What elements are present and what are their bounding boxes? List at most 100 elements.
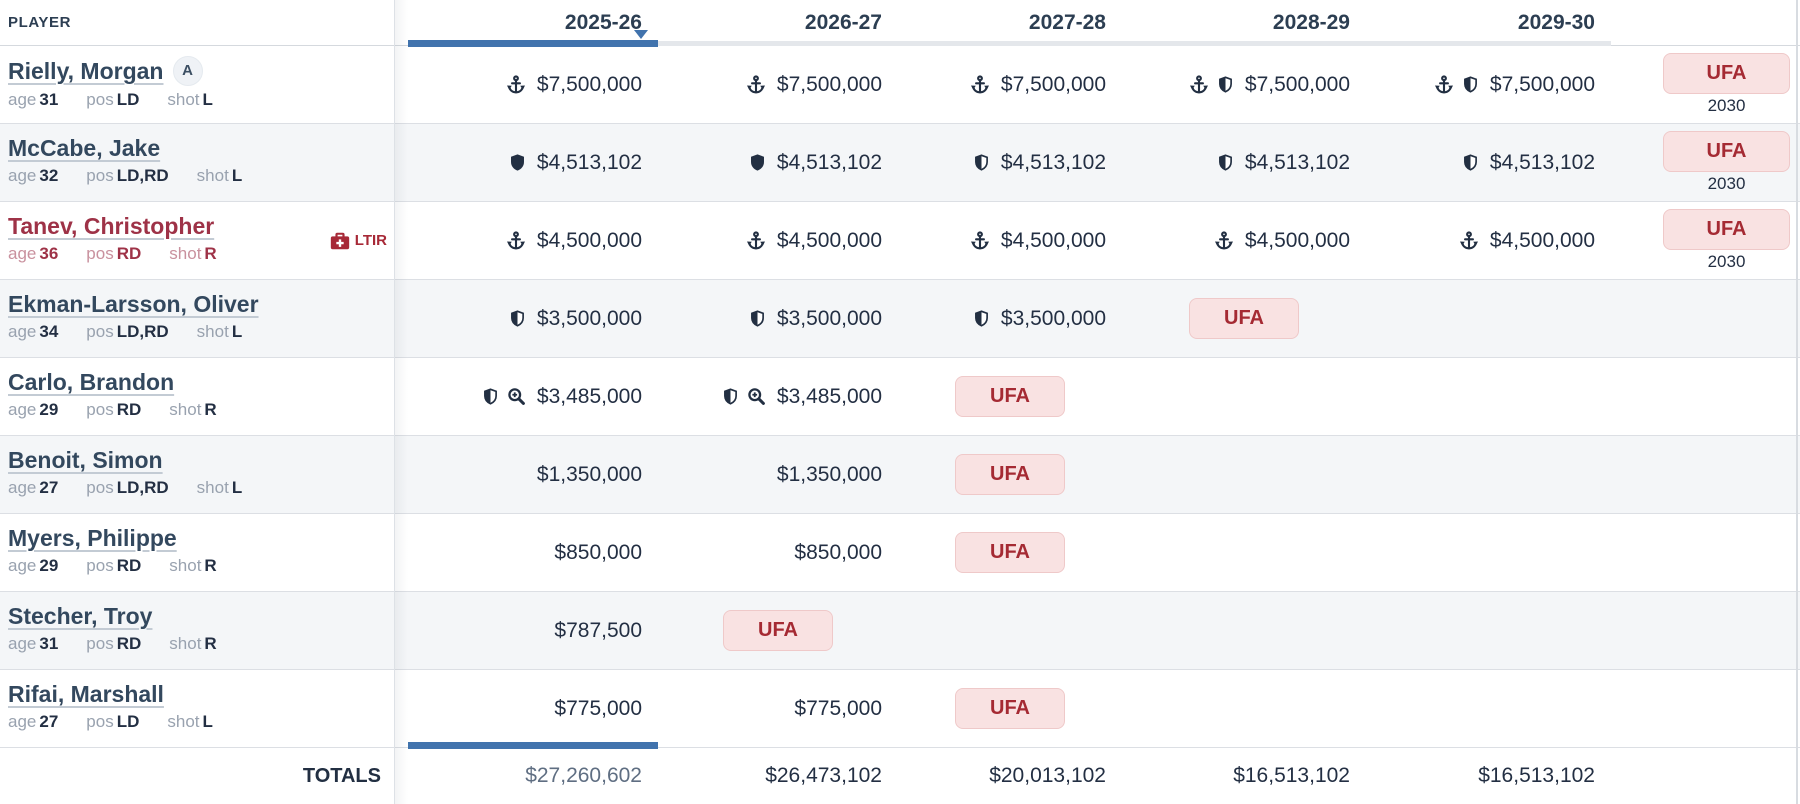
cap-hit-value: $787,500 bbox=[554, 618, 642, 642]
shot-value: L bbox=[231, 478, 243, 497]
player-name-line: Stecher, Troy bbox=[8, 602, 395, 630]
cap-hit-value: $4,500,000 bbox=[1244, 228, 1350, 252]
shield-half-icon bbox=[1216, 74, 1235, 95]
cap-hit-cell-2027-28: $7,500,000 bbox=[898, 46, 1122, 124]
player-shot: shot L bbox=[197, 477, 243, 498]
expiry-year: 2030 bbox=[1707, 96, 1746, 115]
clause-icons bbox=[505, 230, 527, 252]
shot-label: shot bbox=[169, 634, 202, 653]
ufa-badge: UFA bbox=[723, 610, 833, 651]
age-value: 36 bbox=[39, 244, 59, 263]
cap-hit-cell-2027-28: $4,513,102 bbox=[898, 124, 1122, 202]
shield-half-icon bbox=[748, 308, 767, 329]
ltir-label: LTIR bbox=[354, 232, 387, 249]
position-value: LD,RD bbox=[116, 478, 169, 497]
clause-icons bbox=[508, 152, 527, 173]
shot-value: R bbox=[204, 244, 217, 263]
player-name-link[interactable]: Myers, Philippe bbox=[8, 525, 177, 551]
cap-hit-value: $775,000 bbox=[554, 696, 642, 720]
cap-hit-cell-2028-29: $4,513,102 bbox=[1122, 124, 1366, 202]
empty-cell-2029-30 bbox=[1366, 358, 1611, 436]
column-header-season-2026-27[interactable]: 2026-27 bbox=[658, 0, 898, 46]
player-info-line: age 27 pos LD shot L bbox=[8, 711, 395, 732]
player-shot: shot R bbox=[169, 243, 216, 264]
player-name-line: Ekman-Larsson, Oliver bbox=[8, 290, 395, 318]
age-label: age bbox=[8, 634, 37, 653]
empty-cell-2029-30 bbox=[1366, 592, 1611, 670]
empty-cell-2028-29 bbox=[1122, 436, 1366, 514]
anchor-icon bbox=[1213, 230, 1235, 252]
empty-cell-2028-29 bbox=[1122, 358, 1366, 436]
clause-icons bbox=[745, 230, 767, 252]
cap-hit-value: $4,500,000 bbox=[1489, 228, 1595, 252]
player-name-link[interactable]: Ekman-Larsson, Oliver bbox=[8, 291, 259, 317]
player-info-line: age 34 pos LD,RD shot L bbox=[8, 321, 395, 342]
player-name-line: Myers, Philippe bbox=[8, 524, 395, 552]
player-info-line: age 29 pos RD shot R bbox=[8, 555, 395, 576]
position-label: pos bbox=[86, 166, 114, 185]
position-label: pos bbox=[86, 244, 114, 263]
cap-hit-value: $3,485,000 bbox=[776, 384, 882, 408]
empty-cell-2029-30 bbox=[1366, 514, 1611, 592]
shot-value: L bbox=[231, 322, 243, 341]
anchor-icon bbox=[505, 230, 527, 252]
age-value: 31 bbox=[39, 634, 59, 653]
clause-icons bbox=[1216, 152, 1235, 173]
player-age: age 31 bbox=[8, 89, 58, 110]
age-label: age bbox=[8, 90, 37, 109]
clause-icons bbox=[748, 308, 767, 329]
age-value: 29 bbox=[39, 556, 59, 575]
player-name-link[interactable]: Tanev, Christopher bbox=[8, 213, 215, 239]
column-header-season-2027-28[interactable]: 2027-28 bbox=[898, 0, 1122, 46]
free-agency-cell-2026-27: UFA bbox=[658, 592, 898, 670]
shot-value: L bbox=[202, 712, 213, 731]
cap-hit-cell-2026-27: $3,485,000 bbox=[658, 358, 898, 436]
column-header-season-2029-30[interactable]: 2029-30 bbox=[1366, 0, 1611, 46]
cap-hit-cell-2025-26: $7,500,000 bbox=[395, 46, 658, 124]
age-label: age bbox=[8, 556, 37, 575]
free-agency-cell-2027-28: UFA bbox=[898, 436, 1122, 514]
cap-hit-cell-2025-26: $775,000 bbox=[395, 670, 658, 748]
shield-half-icon bbox=[1216, 152, 1235, 173]
clause-icons bbox=[972, 152, 991, 173]
player-position: pos LD,RD bbox=[86, 477, 168, 498]
player-info-line: age 31 pos RD shot R bbox=[8, 633, 395, 654]
player-name-link[interactable]: Stecher, Troy bbox=[8, 603, 153, 629]
cap-hit-value: $4,500,000 bbox=[776, 228, 882, 252]
cap-hit-value: $4,513,102 bbox=[776, 150, 882, 174]
shot-label: shot bbox=[169, 244, 202, 263]
anchor-icon bbox=[969, 230, 991, 252]
position-value: RD bbox=[116, 634, 142, 653]
player-name-link[interactable]: Carlo, Brandon bbox=[8, 369, 175, 395]
player-name-link[interactable]: Rielly, Morgan bbox=[8, 58, 164, 84]
shot-value: R bbox=[204, 556, 217, 575]
clause-icons bbox=[1188, 74, 1235, 96]
clause-icons bbox=[1433, 74, 1480, 96]
clause-icons bbox=[748, 152, 767, 173]
player-name-line: Carlo, Brandon bbox=[8, 368, 395, 396]
player-name-link[interactable]: Rifai, Marshall bbox=[8, 681, 164, 707]
cap-hit-value: $4,513,102 bbox=[1000, 150, 1106, 174]
cap-hit-value: $7,500,000 bbox=[1489, 72, 1595, 96]
empty-cell-2029-30 bbox=[1366, 280, 1611, 358]
player-name-link[interactable]: McCabe, Jake bbox=[8, 135, 161, 161]
column-header-season-2028-29[interactable]: 2028-29 bbox=[1122, 0, 1366, 46]
cap-hit-cell-2025-26: $1,350,000 bbox=[395, 436, 658, 514]
position-label: pos bbox=[86, 90, 114, 109]
player-age: age 32 bbox=[8, 165, 58, 186]
column-header-player[interactable]: PLAYER bbox=[0, 0, 395, 46]
free-agency-cell-2028-29: UFA bbox=[1122, 280, 1366, 358]
cap-hit-cell-2029-30: $4,513,102 bbox=[1366, 124, 1611, 202]
shot-label: shot bbox=[169, 400, 202, 419]
anchor-icon bbox=[1188, 74, 1210, 96]
position-value: LD bbox=[116, 712, 140, 731]
clause-icons bbox=[972, 308, 991, 329]
player-name-link[interactable]: Benoit, Simon bbox=[8, 447, 163, 473]
empty-cell-2028-29 bbox=[1122, 514, 1366, 592]
position-value: LD,RD bbox=[116, 322, 169, 341]
age-label: age bbox=[8, 712, 37, 731]
age-label: age bbox=[8, 478, 37, 497]
position-label: pos bbox=[86, 478, 114, 497]
empty-cell-2029-30 bbox=[1366, 670, 1611, 748]
shot-label: shot bbox=[196, 166, 229, 185]
